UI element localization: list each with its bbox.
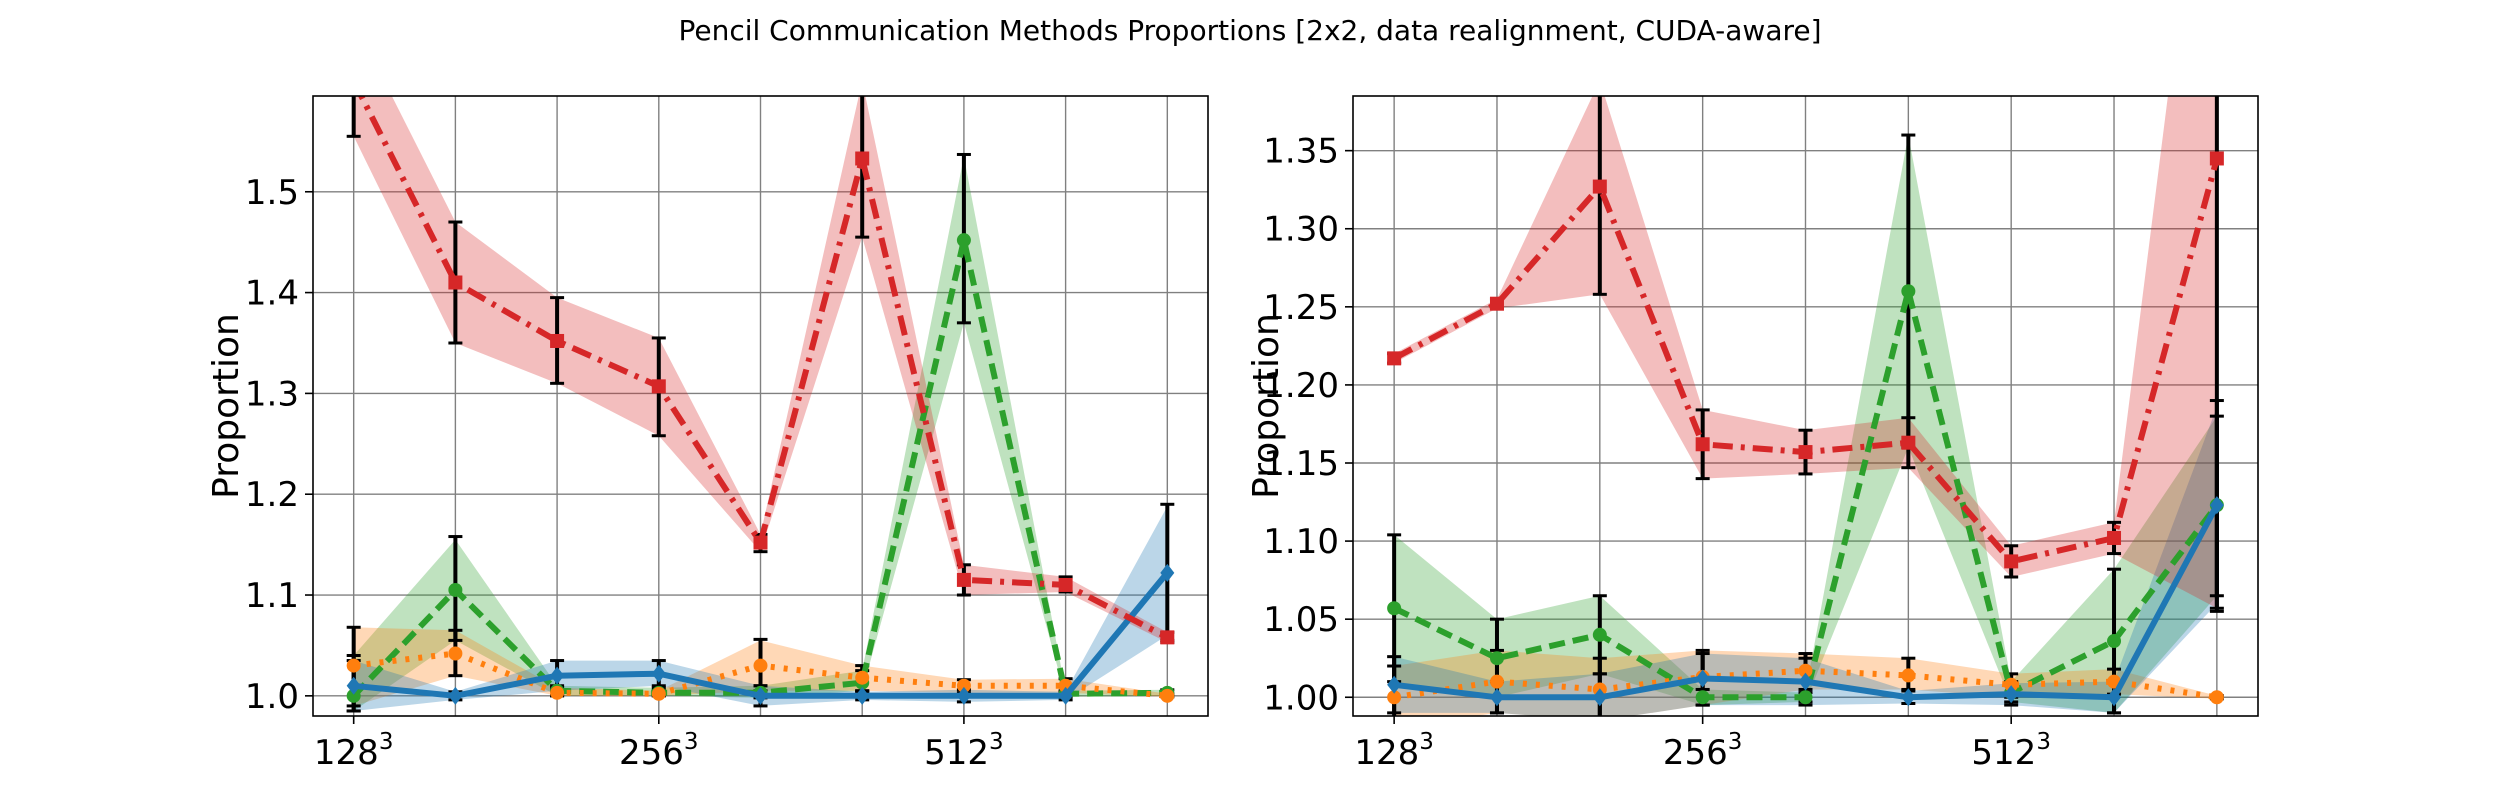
- x-tick-label: 2563: [619, 729, 699, 773]
- series-4-point: [956, 572, 971, 587]
- chart-panel-2: 1.00 1.05 1.10 1.15 1.20 1.25 1.30 1.35 1283 2563…: [1246, 95, 2259, 773]
- series-2-point: [956, 678, 971, 693]
- series-3-point: [1695, 669, 1710, 688]
- y-tick-label: 1.10: [1263, 522, 1339, 562]
- series-2-point: [1901, 668, 1916, 683]
- series-1-point: [346, 688, 361, 703]
- series-2-point: [2004, 677, 2019, 692]
- series-1-point: [1798, 690, 1813, 705]
- series-3-point: [448, 686, 463, 705]
- series-4-point: [448, 275, 463, 290]
- series-2-point: [346, 658, 361, 673]
- y-tick-label: 1.4: [245, 274, 299, 314]
- series-3-point: [1901, 688, 1916, 707]
- series-1-point: [1592, 627, 1607, 642]
- series-4-point: [1695, 437, 1710, 452]
- series-3-point: [1160, 563, 1175, 582]
- series-4-point: [1798, 445, 1813, 460]
- series-3-point: [651, 664, 666, 683]
- y-tick-label: 1.20: [1263, 366, 1339, 406]
- series-4-error-bar: [346, 96, 361, 138]
- series-1-point: [1489, 651, 1504, 666]
- y-tick-label: 1.0: [245, 677, 299, 717]
- series-4-point: [1489, 296, 1504, 311]
- series-2-point: [1160, 688, 1175, 703]
- series-1-point: [1387, 601, 1402, 616]
- y-tick-label: 1.25: [1263, 288, 1339, 328]
- x-tick-label: 5123: [1971, 729, 2051, 773]
- x-tick-label: 1283: [1354, 729, 1434, 773]
- y-tick-label: 1.00: [1263, 678, 1339, 718]
- series-3-point: [1798, 672, 1813, 691]
- series-3-point: [346, 676, 361, 695]
- series-2-point: [1489, 674, 1504, 689]
- series-3-point: [550, 666, 565, 685]
- y-axis-label: Proportion: [1246, 313, 1287, 499]
- series-3-point: [2107, 688, 2122, 707]
- series-1-point: [956, 233, 971, 248]
- y-tick-label: 1.30: [1263, 210, 1339, 250]
- series-3-point: [1387, 675, 1402, 694]
- series-2-point: [550, 685, 565, 700]
- chart-panel-1: 1.0 1.1 1.2 1.3 1.4 1.5 1283 2563 5123 Proportion: [206, 74, 1209, 773]
- series-2-point: [1798, 663, 1813, 678]
- x-tick-label: 2563: [1663, 729, 1743, 773]
- series-3-point: [855, 686, 870, 705]
- series-2-point: [651, 686, 666, 701]
- series-3-point: [956, 686, 971, 705]
- plot-area: [346, 74, 1175, 713]
- x-tick-label: 1283: [314, 729, 394, 773]
- series-3-point: [2209, 496, 2224, 515]
- series-3-point: [1058, 686, 1073, 705]
- series-4-point: [2209, 151, 2224, 166]
- y-axis-label: Proportion: [206, 313, 247, 499]
- series-2-point: [753, 658, 768, 673]
- y-tick-label: 1.3: [245, 374, 299, 414]
- y-tick-label: 1.1: [245, 576, 299, 616]
- plot-frame: [1352, 95, 2259, 717]
- series-3-point: [2004, 685, 2019, 704]
- series-3-point: [753, 686, 768, 705]
- y-tick-label: 1.2: [245, 475, 299, 515]
- series-1-point: [1901, 284, 1916, 299]
- series-4-point: [347, 74, 361, 88]
- series-2-point: [2209, 690, 2224, 705]
- series-1-point: [448, 582, 463, 597]
- series-4-point: [855, 151, 870, 166]
- series-4-point: [753, 535, 768, 550]
- series-4-point: [1387, 351, 1402, 366]
- series-2-point: [448, 646, 463, 661]
- series-1-point: [1695, 690, 1710, 705]
- plot-area: [1387, 96, 2224, 716]
- series-4-point: [1160, 630, 1175, 645]
- series-3-point: [1592, 688, 1607, 707]
- y-tick-label: 1.5: [245, 173, 299, 213]
- series-3-point: [1489, 688, 1504, 707]
- x-tick-label: 5123: [924, 729, 1004, 773]
- figure-title: Pencil Communication Methods Proportions…: [678, 14, 1821, 47]
- series-4-point: [2107, 530, 2122, 545]
- series-4-point: [1058, 577, 1073, 592]
- y-tick-label: 1.35: [1263, 132, 1339, 172]
- series-3-band: [353, 506, 1168, 711]
- series-1-point: [2107, 634, 2122, 649]
- y-tick-label: 1.05: [1263, 600, 1339, 640]
- y-tick-label: 1.15: [1263, 444, 1339, 484]
- series-4-point: [1592, 179, 1607, 194]
- series-2-point: [1387, 690, 1402, 705]
- series-4-point: [651, 379, 666, 394]
- series-2-point: [855, 670, 870, 685]
- plot-frame: [312, 95, 1209, 717]
- series-4-point: [550, 333, 565, 348]
- series-4-point: [2004, 554, 2019, 569]
- series-4-point: [1901, 435, 1916, 450]
